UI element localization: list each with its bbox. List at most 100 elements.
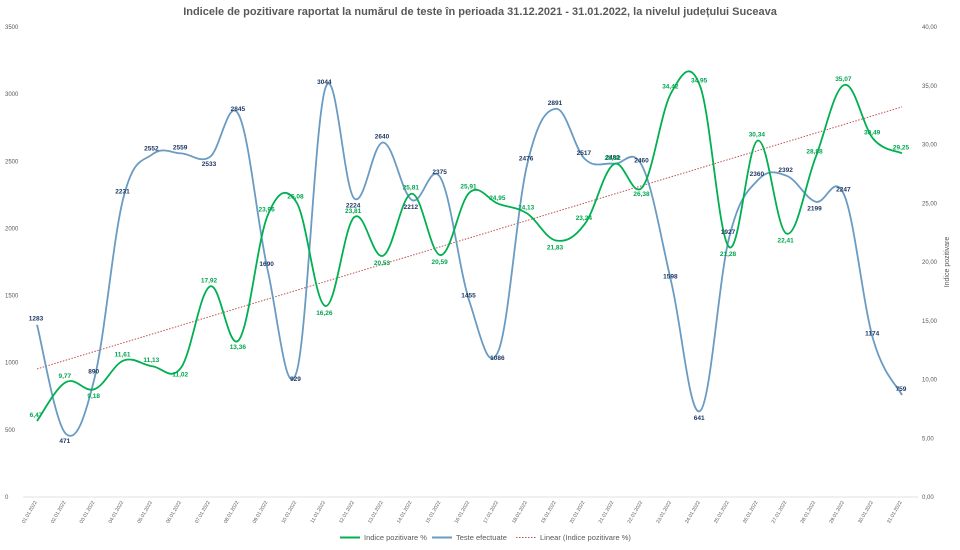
x-tick-label: 24.01.2022 [684,500,702,525]
x-tick-label: 21.01.2022 [598,500,616,525]
x-tick-label: 01.01.2022 [21,500,39,525]
data-label-indice: 25,91 [460,184,477,191]
data-label-teste: 641 [694,415,705,422]
x-tick-label: 06.01.2022 [165,500,183,525]
x-tick-label: 31.01.2022 [886,500,904,525]
y-left-tick-label: 2000 [5,226,19,232]
data-label-indice: 23,81 [345,208,362,215]
data-label-teste: 2460 [634,158,649,165]
y-left-tick-label: 1500 [5,294,19,300]
data-label-teste: 2891 [548,100,563,107]
data-label-teste: 1927 [721,229,736,236]
legend-label-trend: Linear (Indice pozitivare %) [540,533,631,542]
data-label-indice: 11,02 [172,372,188,379]
y-left-tick-label: 2500 [5,159,19,165]
y-right-tick-label: 40,00 [922,25,938,31]
data-label-teste: 2533 [202,161,217,168]
data-label-indice: 6,47 [30,412,43,419]
data-label-teste: 2476 [519,156,534,163]
data-label-teste: 2247 [836,186,851,193]
y-right-tick-label: 10,00 [922,378,938,384]
data-label-indice: 24,95 [489,195,506,202]
data-label-indice: 30,49 [864,130,881,137]
data-label-indice: 26,38 [633,191,650,198]
x-tick-label: 22.01.2022 [627,500,645,525]
data-label-teste: 471 [59,438,70,445]
data-label-teste: 1598 [663,273,678,280]
data-label-indice: 9,18 [87,393,100,400]
x-tick-label: 30.01.2022 [857,500,875,525]
legend-label-indice: Indice pozitivare % [364,533,427,542]
x-tick-label: 16.01.2022 [454,500,472,525]
data-label-indice: 29,25 [893,144,910,151]
data-label-teste: 1690 [259,261,274,268]
y-right-axis-title: Indice pozitivare [944,237,951,288]
data-label-indice: 9,77 [59,373,72,380]
x-tick-label: 26.01.2022 [742,500,760,525]
data-label-indice: 11,13 [143,357,159,364]
data-label-teste: 2845 [231,106,246,113]
data-label-teste: 2199 [807,206,822,213]
data-label-teste: 2360 [750,171,765,178]
data-label-indice: 28,32 [605,155,622,162]
y-right-tick-label: 15,00 [922,319,938,325]
data-label-teste: 929 [290,376,301,383]
x-tick-label: 17.01.2022 [482,500,500,525]
x-tick-label: 13.01.2022 [367,500,385,525]
x-tick-label: 15.01.2022 [425,500,443,525]
data-label-teste: 2552 [144,145,159,152]
data-label-teste: 2482 [605,155,620,162]
data-label-teste: 3044 [317,79,332,86]
data-label-indice: 20,53 [374,260,391,267]
data-label-indice: 25,08 [287,193,304,200]
data-label-indice: 21,83 [547,244,564,251]
data-label-teste: 2517 [577,150,592,157]
trendline [36,106,903,370]
series-line-indice [36,70,903,422]
data-label-teste: 1174 [865,330,879,337]
data-label-teste: 1086 [490,355,505,362]
x-tick-label: 23.01.2022 [655,500,673,525]
chart-title: Indicele de pozitivare raportat la număr… [183,6,777,18]
x-tick-label: 07.01.2022 [194,500,212,525]
x-tick-label: 29.01.2022 [828,500,846,525]
data-label-indice: 17,92 [201,277,218,284]
data-label-teste: 1283 [29,316,44,323]
data-label-teste: 2224 [346,202,361,209]
data-label-indice: 24,13 [518,204,535,211]
y-right-tick-label: 20,00 [922,260,938,266]
y-left-tick-label: 3000 [5,92,19,98]
data-label-teste: 2231 [115,188,130,195]
x-tick-label: 25.01.2022 [713,500,731,525]
data-label-indice: 34,95 [691,77,708,84]
y-left-tick-label: 500 [5,428,16,434]
x-tick-label: 19.01.2022 [540,500,558,525]
x-tick-label: 09.01.2022 [252,500,270,525]
y-left-tick-label: 3500 [5,25,19,31]
x-tick-label: 03.01.2022 [79,500,97,525]
x-tick-label: 28.01.2022 [800,500,818,525]
data-label-indice: 11,61 [115,352,131,359]
data-label-indice: 20,59 [432,259,449,266]
y-right-tick-label: 35,00 [922,84,938,90]
data-label-indice: 25,81 [403,185,420,192]
x-tick-label: 18.01.2022 [511,500,529,525]
data-label-indice: 23,24 [576,215,593,222]
x-tick-label: 12.01.2022 [338,500,356,525]
data-label-indice: 23,96 [259,206,276,213]
data-label-teste: 759 [896,386,907,393]
x-tick-label: 10.01.2022 [281,500,299,525]
data-label-indice: 30,34 [749,132,766,139]
x-tick-label: 11.01.2022 [310,500,328,525]
y-left-tick-label: 0 [5,495,9,501]
data-label-indice: 35,07 [835,76,852,83]
x-tick-label: 20.01.2022 [569,500,587,525]
x-tick-label: 02.01.2022 [50,500,68,525]
x-tick-label: 27.01.2022 [771,500,789,525]
x-tick-label: 05.01.2022 [136,500,154,525]
data-label-indice: 22,41 [778,238,795,245]
x-tick-label: 14.01.2022 [396,500,414,525]
data-label-teste: 2375 [432,169,447,176]
